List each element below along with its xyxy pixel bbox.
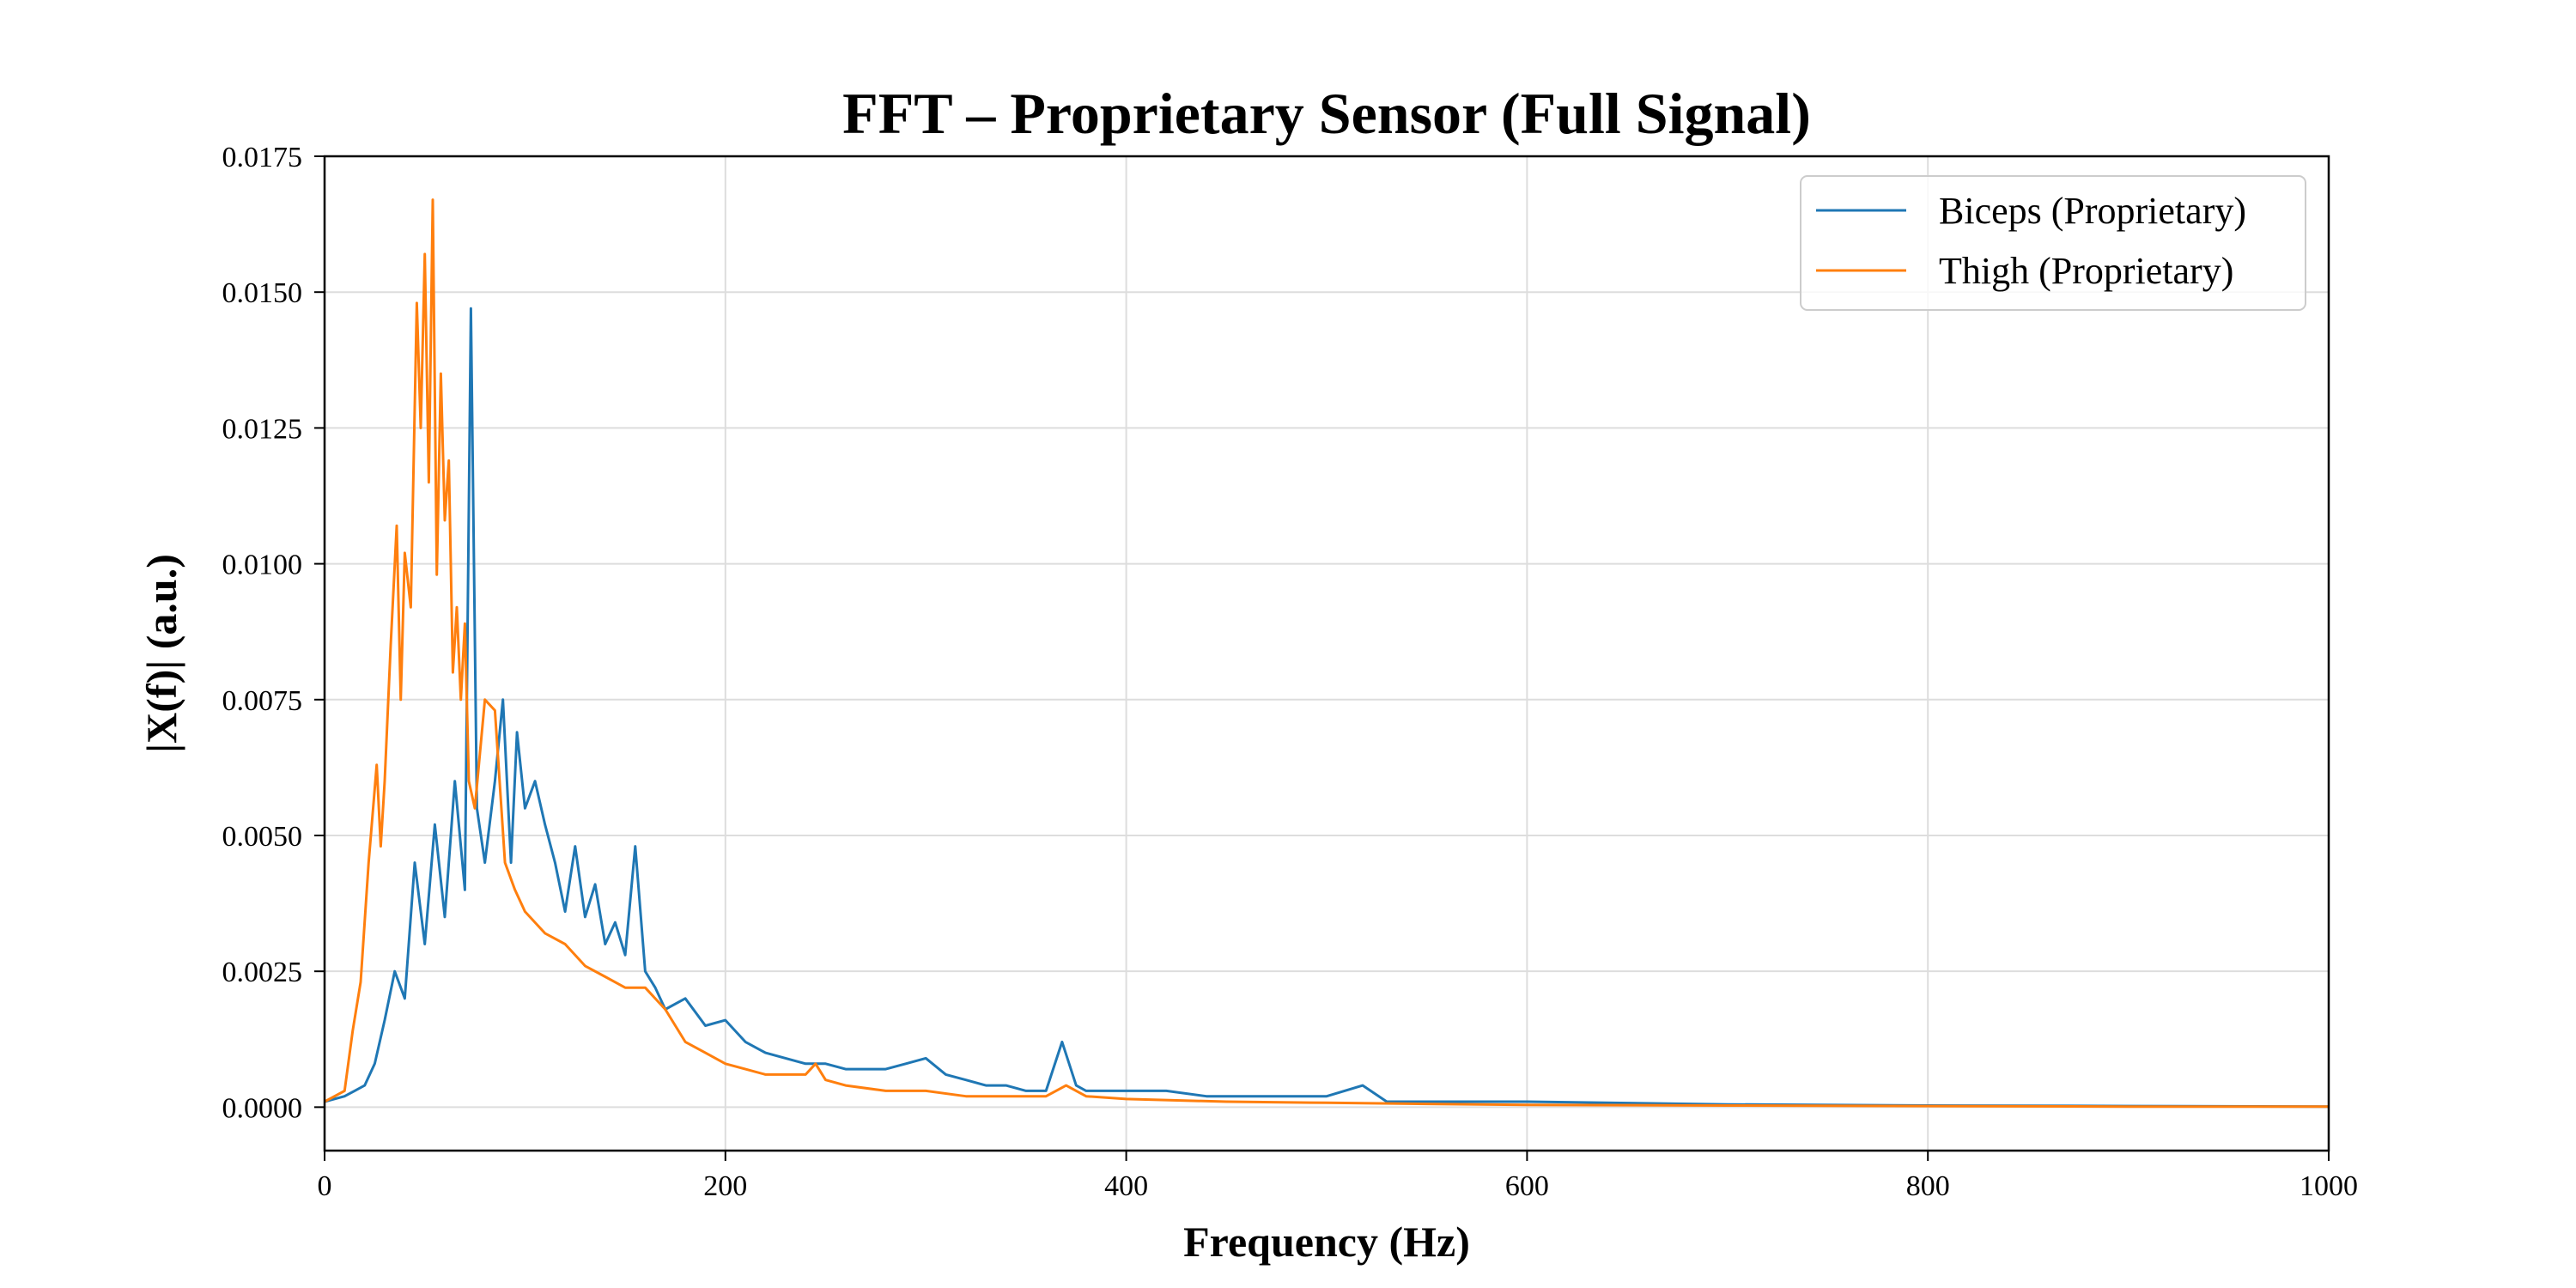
y-tick-label: 0.0150 xyxy=(222,277,303,309)
x-tick-label: 0 xyxy=(318,1170,332,1202)
x-tick-label: 1000 xyxy=(2300,1170,2358,1202)
x-tick-label: 400 xyxy=(1104,1170,1148,1202)
legend: Biceps (Proprietary) Thigh (Proprietary) xyxy=(1800,175,2306,311)
x-axis-label: Frequency (Hz) xyxy=(1183,1218,1470,1266)
y-tick-label: 0.0075 xyxy=(222,685,303,717)
x-tick-label: 600 xyxy=(1505,1170,1549,1202)
x-tick-label: 200 xyxy=(703,1170,747,1202)
y-tick-label: 0.0000 xyxy=(222,1092,303,1124)
y-axis-label: |X(f)| (a.u.) xyxy=(137,554,185,753)
y-tick-label: 0.0025 xyxy=(222,957,303,988)
chart-title: FFT – Proprietary Sensor (Full Signal) xyxy=(842,81,1811,146)
y-tick-label: 0.0050 xyxy=(222,821,303,853)
y-tick-label: 0.0100 xyxy=(222,550,303,581)
legend-label-thigh: Thigh (Proprietary) xyxy=(1939,250,2233,292)
y-tick-label: 0.0125 xyxy=(222,413,303,445)
series-lines xyxy=(324,198,2330,1109)
series-line-biceps xyxy=(324,307,2330,1109)
plot-frame xyxy=(323,155,2330,1152)
x-tick-label: 800 xyxy=(1906,1170,1950,1202)
axis-ticks: 0 200 400 600 800 1000 0.0000 0.0025 0.0050 0.007… xyxy=(222,142,2359,1202)
legend-box xyxy=(1800,175,2306,311)
y-tick-label: 0.0175 xyxy=(222,142,303,173)
legend-label-biceps: Biceps (Proprietary) xyxy=(1939,190,2246,232)
series-line-thigh xyxy=(324,198,2329,1109)
